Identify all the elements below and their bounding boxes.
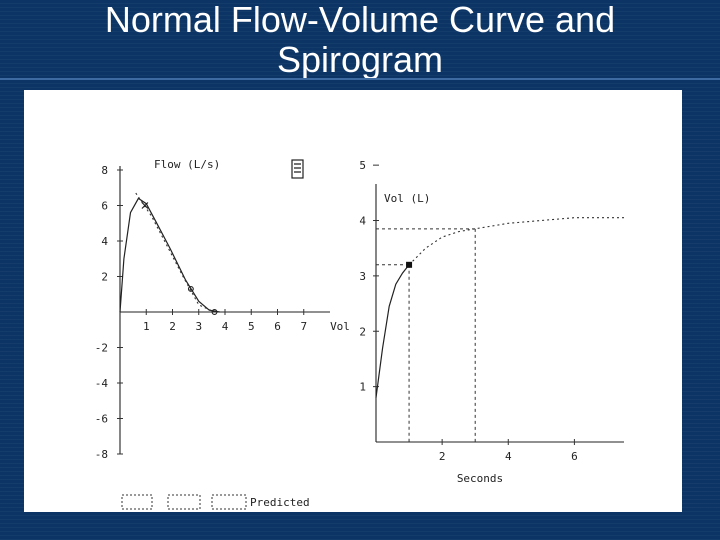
- legend-item-box: [167, 494, 201, 510]
- legend-item-box: [121, 494, 153, 510]
- spiro-y-tick-label: 2: [359, 325, 366, 338]
- figure-svg: 8 6 4 2 -2 -4 -6 -8 1 2 3 4 5 6 7 Vol Flow (L/s) 5 4 3 2 1 2 4…: [95, 158, 624, 510]
- flow-y-axis-label: Flow (L/s): [154, 158, 220, 171]
- flow-y-tick-label: -6: [95, 413, 108, 426]
- equation-box-icon: [291, 159, 304, 179]
- flow-y-tick-label: 6: [101, 200, 108, 213]
- title-line-2: Spirogram: [276, 39, 444, 80]
- flow-marker-o: [187, 285, 194, 292]
- title-divider: [0, 78, 720, 80]
- legend-item-label: Predicted: [250, 496, 310, 509]
- flow-x-tick-label: 2: [169, 320, 176, 333]
- flow-y-tick-label: 4: [101, 235, 108, 248]
- equation-box-lines: [294, 163, 301, 173]
- spiro-series-1: [375, 264, 410, 398]
- flow-x-tick-label: 4: [222, 320, 229, 333]
- spiro-y-tick-label: 4: [359, 215, 366, 228]
- legend-item-box: [211, 494, 247, 510]
- flow-marker-x: [141, 202, 149, 209]
- flow-y-tick-label: -8: [95, 448, 108, 461]
- flow-x-tick-label: 7: [300, 320, 307, 333]
- flow-x-tick-label: 3: [195, 320, 202, 333]
- flow-marker-o: [211, 309, 218, 315]
- spiro-y-tick-label: 3: [359, 270, 366, 283]
- flow-series-1: [119, 197, 220, 313]
- figure-panel: 8 6 4 2 -2 -4 -6 -8 1 2 3 4 5 6 7 Vol Flow (L/s) 5 4 3 2 1 2 4…: [24, 90, 682, 512]
- spiro-x-tick-label: 6: [571, 450, 578, 463]
- spiro-y-tick-label: 1: [359, 381, 366, 394]
- flow-y-tick-label: 2: [101, 271, 108, 284]
- spiro-y-axis-label: Vol (L): [384, 192, 430, 205]
- spiro-x-axis-label: Seconds: [457, 472, 503, 485]
- spiro-y-tick-label: 5: [359, 159, 366, 172]
- equation-box-outline: [291, 159, 304, 179]
- title-line-1: Normal Flow-Volume Curve and: [104, 0, 616, 40]
- spiro-x-tick-label: 4: [505, 450, 512, 463]
- flow-x-tick-label: 1: [143, 320, 150, 333]
- legend: Predicted: [121, 494, 310, 510]
- spiro-x-tick-label: 2: [439, 450, 446, 463]
- flow-series-2: [135, 192, 215, 313]
- slide-title: Normal Flow-Volume Curve and Spirogram: [0, 0, 720, 80]
- flow-x-tick-label: 5: [248, 320, 255, 333]
- flow-x-tick-label: 6: [274, 320, 281, 333]
- flow-y-tick-label: -4: [95, 377, 109, 390]
- flow-y-tick-label: 8: [101, 164, 108, 177]
- spiro-marker-square: [406, 261, 413, 268]
- flow-x-axis-label: Vol: [330, 320, 350, 333]
- flow-y-tick-label: -2: [95, 342, 108, 355]
- flow-volume-chart: 8 6 4 2 -2 -4 -6 -8 1 2 3 4 5 6 7 Vol Flow (L/s): [95, 158, 350, 461]
- spirogram-chart: 5 4 3 2 1 2 4 6 Seconds Vol (L): [359, 159, 624, 485]
- spiro-series-2: [408, 217, 624, 266]
